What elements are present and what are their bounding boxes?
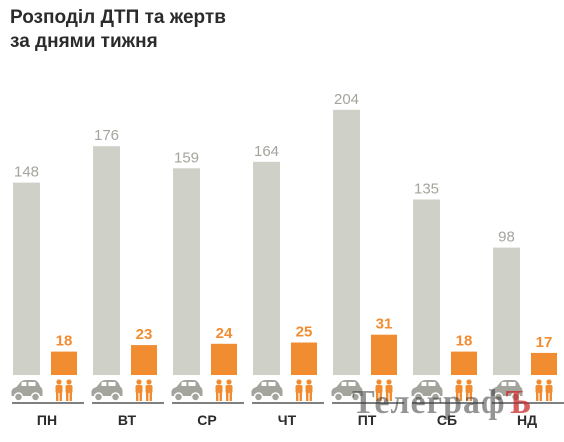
accidents-value-label: 204 bbox=[334, 91, 359, 108]
victims-bar bbox=[211, 343, 237, 375]
victims-bar bbox=[51, 351, 77, 375]
victims-bar bbox=[531, 352, 557, 375]
accidents-bar bbox=[13, 182, 40, 375]
accidents-bar bbox=[493, 247, 520, 375]
victims-value-label: 25 bbox=[296, 324, 313, 341]
accidents-value-label: 176 bbox=[94, 127, 119, 144]
car-icon bbox=[171, 380, 203, 402]
victims-bar bbox=[291, 342, 317, 375]
car-icon bbox=[91, 380, 123, 402]
people-icon bbox=[455, 379, 473, 401]
victims-value-label: 23 bbox=[136, 326, 153, 343]
people-icon bbox=[535, 379, 553, 401]
category-label: СР bbox=[197, 412, 216, 428]
chart-title-line-2: за днями тижня bbox=[10, 31, 158, 52]
accidents-value-label: 98 bbox=[498, 229, 515, 246]
car-icon bbox=[331, 380, 363, 402]
accidents-bar bbox=[253, 161, 280, 375]
victims-value-label: 17 bbox=[536, 334, 553, 351]
accidents-value-label: 159 bbox=[174, 149, 199, 166]
people-icon bbox=[375, 379, 393, 401]
chart-title-line-1: Розподіл ДТП та жертв bbox=[10, 7, 226, 28]
victims-value-label: 31 bbox=[376, 316, 393, 333]
victims-bar bbox=[131, 345, 157, 375]
watermark-logo: ТелеграфЪ bbox=[352, 384, 533, 421]
category-label: ЧТ bbox=[278, 412, 297, 428]
victims-value-label: 18 bbox=[56, 333, 73, 350]
accidents-bar bbox=[333, 109, 360, 376]
people-icon bbox=[215, 379, 233, 401]
victims-bar bbox=[371, 334, 397, 375]
accidents-bar bbox=[93, 146, 120, 375]
car-icon bbox=[11, 380, 43, 402]
accidents-value-label: 164 bbox=[254, 143, 279, 160]
people-icon bbox=[135, 379, 153, 401]
accidents-bar bbox=[413, 199, 440, 375]
accidents-bar bbox=[173, 168, 200, 375]
chart-title: Розподіл ДТП та жертв за днями тижня bbox=[10, 6, 330, 54]
category-label: СБ bbox=[437, 412, 457, 428]
victims-value-label: 24 bbox=[216, 325, 233, 342]
car-icon bbox=[411, 380, 443, 402]
people-icon bbox=[295, 379, 313, 401]
car-icon bbox=[251, 380, 283, 402]
category-label: ПН bbox=[37, 412, 57, 428]
accidents-value-label: 135 bbox=[414, 181, 439, 198]
accidents-value-label: 148 bbox=[14, 164, 39, 181]
car-icon bbox=[491, 380, 523, 402]
victims-bar bbox=[451, 351, 477, 375]
category-label: ПТ bbox=[358, 412, 377, 428]
people-icon bbox=[55, 379, 73, 401]
victims-value-label: 18 bbox=[456, 333, 473, 350]
category-label: НД bbox=[517, 412, 537, 428]
category-label: ВТ bbox=[118, 412, 137, 428]
